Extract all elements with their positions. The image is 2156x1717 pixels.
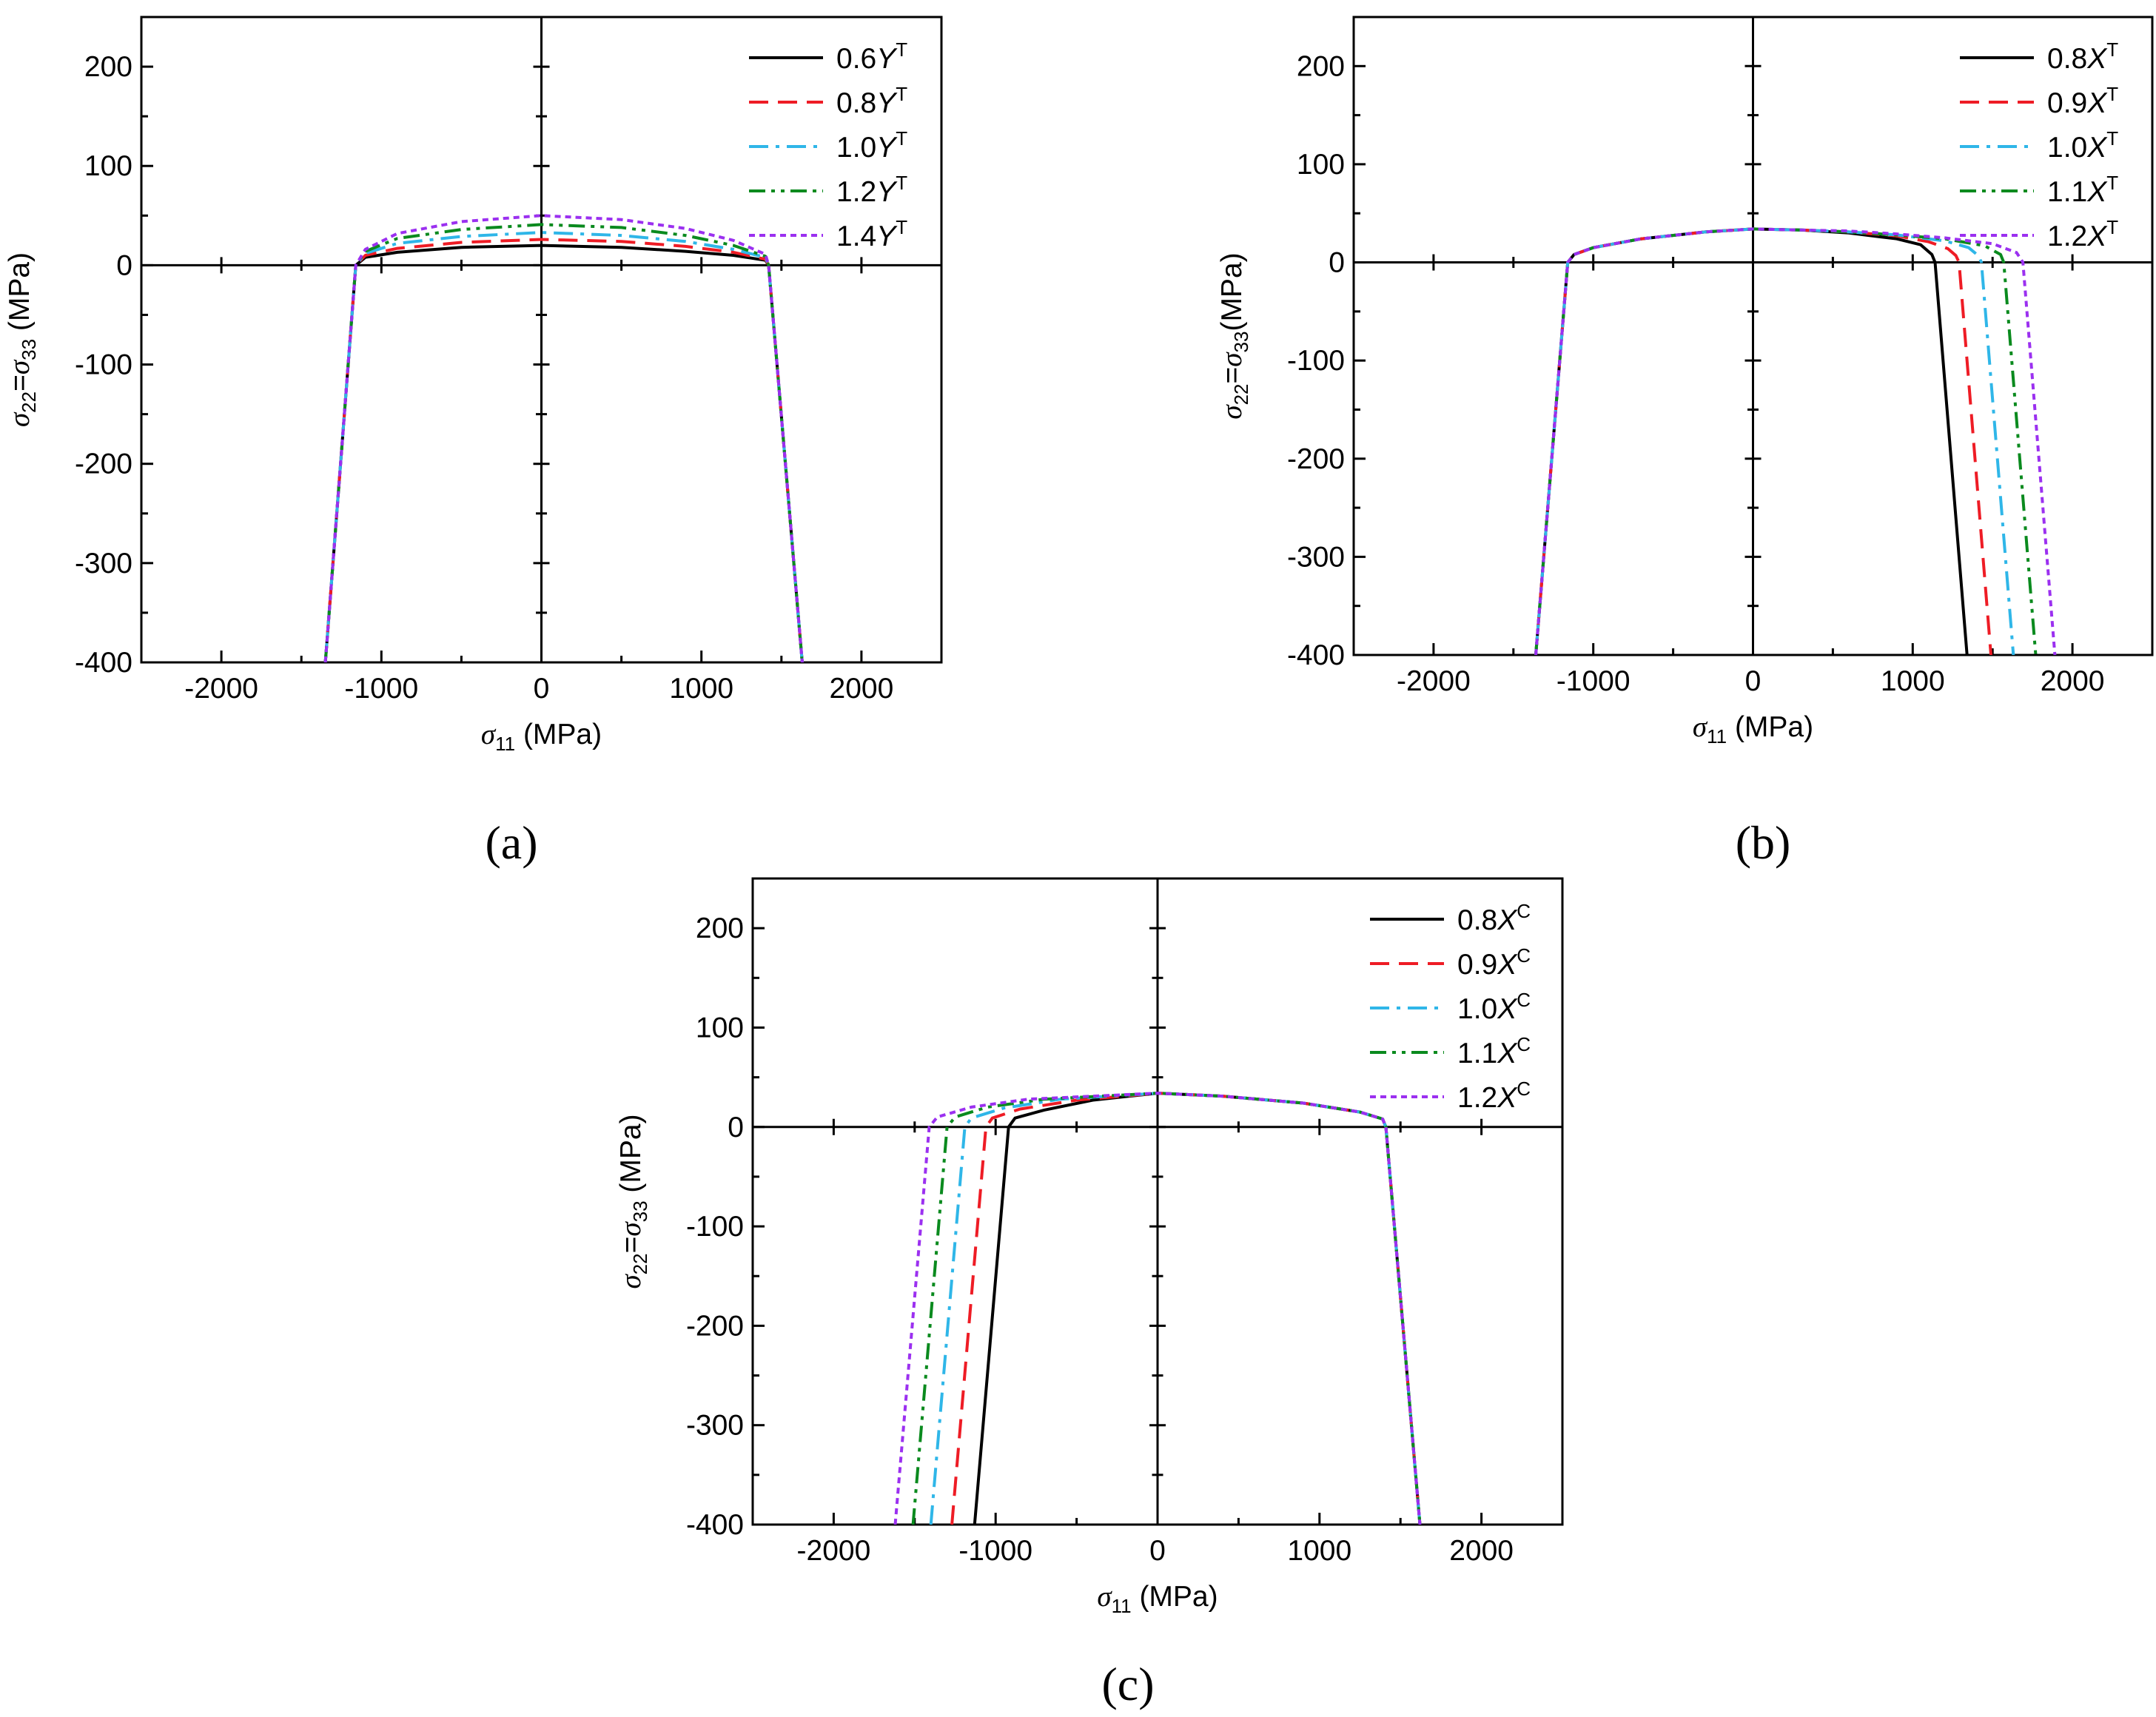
legend-entry: 1.1XT [2047, 172, 2118, 208]
legend: 0.6YT 0.8YT 1.0YT 1.2YT 1.4YT [749, 38, 907, 252]
y-tick-label: -100 [75, 349, 132, 381]
y-tick-label: -300 [686, 1410, 744, 1442]
legend-entry: 0.9XC [1457, 944, 1531, 981]
legend-entry: 1.0XC [1457, 989, 1531, 1025]
x-tick-label: 2000 [830, 673, 894, 705]
panel-caption: (c) [1101, 1658, 1154, 1710]
chart-panel-c: -2000 -1000 0 1000 2000-400-300-200-10001002… [615, 877, 1564, 1710]
series-line-1.0XT [1534, 227, 2015, 655]
series-line-0.9XC [950, 1092, 1422, 1525]
y-axis-label: σ22=σ33 (MPa) [4, 252, 40, 427]
legend: 0.8XT 0.9XT 1.0XT 1.1XT 1.2XT [1960, 38, 2118, 252]
legend-entry: 1.2XT [2047, 216, 2118, 252]
legend-entry: 1.1XC [1457, 1033, 1531, 1069]
legend-entry: 0.8YT [836, 83, 907, 119]
y-tick-label: -100 [686, 1211, 744, 1243]
series-line-1.0YT [323, 231, 804, 662]
series-line-1.1XC [911, 1092, 1422, 1525]
y-tick-label: 0 [1329, 247, 1345, 279]
panel-caption: (a) [485, 816, 537, 869]
y-tick-label: -200 [75, 448, 132, 480]
series-line-1.2XC [893, 1092, 1422, 1525]
y-tick-label: -100 [1287, 345, 1345, 377]
x-tick-label: 1000 [669, 673, 733, 705]
legend: 0.8XC 0.9XC 1.0XC 1.1XC 1.2XC [1370, 900, 1531, 1114]
y-tick-label: 200 [696, 913, 744, 944]
panel-caption: (b) [1736, 816, 1791, 869]
y-tick-label: 0 [116, 249, 132, 281]
legend-entry: 1.0YT [836, 127, 907, 164]
x-tick-label: -2000 [184, 673, 258, 705]
legend-entry: 0.9XT [2047, 83, 2118, 119]
y-tick-label: -300 [1287, 541, 1345, 573]
y-axis-label: σ22=σ33 (MPa) [615, 1114, 651, 1288]
y-tick-label: 200 [1297, 50, 1345, 82]
series-line-0.8YT [323, 238, 804, 662]
series-line-0.8XC [973, 1092, 1422, 1525]
y-tick-label: 200 [84, 51, 132, 83]
legend-entry: 0.6YT [836, 38, 907, 75]
y-tick-label: 0 [728, 1112, 744, 1143]
y-tick-label: -400 [75, 647, 132, 679]
legend-entry: 1.4YT [836, 216, 907, 252]
x-tick-label: -1000 [958, 1535, 1032, 1567]
x-tick-label: -2000 [797, 1535, 871, 1567]
y-tick-label: -200 [686, 1310, 744, 1342]
legend-entry: 1.0XT [2047, 127, 2118, 164]
y-axis-label: σ22=σ33(MPa) [1216, 252, 1252, 419]
y-tick-label: -400 [686, 1509, 744, 1541]
series-group [323, 214, 804, 662]
y-tick-label: 100 [84, 150, 132, 182]
x-tick-label: 2000 [1449, 1535, 1514, 1567]
legend-entry: 1.2XC [1457, 1078, 1531, 1114]
series-group [1534, 227, 2057, 655]
series-line-1.4YT [323, 214, 804, 662]
x-tick-label: -1000 [344, 673, 418, 705]
x-tick-label: 0 [1149, 1535, 1166, 1567]
series-line-0.9XT [1534, 227, 1992, 655]
x-axis-label: σ11 (MPa) [481, 719, 602, 755]
y-tick-label: -300 [75, 548, 132, 579]
y-tick-label: 100 [696, 1012, 744, 1044]
chart-panel-b: -2000 -1000 0 1000 2000-400-300-200-10001002… [1216, 16, 2154, 869]
y-tick-label: -200 [1287, 443, 1345, 475]
x-axis-label: σ11 (MPa) [1097, 1581, 1218, 1617]
x-axis-label: σ11 (MPa) [1693, 711, 1813, 747]
chart-panel-a: -2000 -1000 0 1000 2000-400-300-200-10001002… [4, 16, 943, 869]
x-tick-label: 1000 [1287, 1535, 1351, 1567]
series-line-1.2XT [1534, 227, 2057, 655]
x-tick-label: 0 [1745, 665, 1762, 697]
legend-entry: 0.8XC [1457, 900, 1531, 936]
x-tick-label: -2000 [1397, 665, 1471, 697]
series-line-1.2YT [323, 223, 804, 662]
series-line-0.6YT [323, 243, 804, 662]
y-tick-label: -400 [1287, 639, 1345, 671]
legend-entry: 0.8XT [2047, 38, 2118, 75]
x-tick-label: -1000 [1556, 665, 1631, 697]
x-tick-label: 1000 [1881, 665, 1945, 697]
series-line-1.0XC [929, 1092, 1422, 1525]
series-line-0.8XT [1534, 227, 1969, 655]
x-tick-label: 0 [534, 673, 550, 705]
x-tick-label: 2000 [2041, 665, 2105, 697]
y-tick-label: 100 [1297, 149, 1345, 181]
legend-entry: 1.2YT [836, 172, 907, 208]
series-group [893, 1092, 1422, 1525]
